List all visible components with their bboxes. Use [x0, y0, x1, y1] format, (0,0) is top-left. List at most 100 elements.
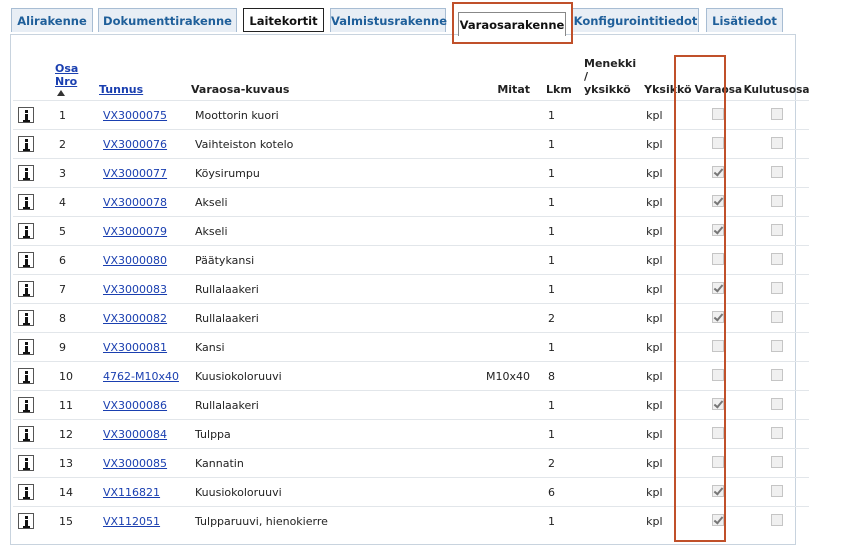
- tab[interactable]: Varaosarakenne: [458, 12, 566, 36]
- varaosa-cell: [691, 245, 744, 275]
- quantity-cell: 2: [534, 303, 576, 333]
- tunnus-link[interactable]: VX3000075: [103, 108, 168, 122]
- osa-nro: 4: [59, 195, 66, 209]
- tunnus-link[interactable]: VX3000080: [103, 253, 168, 267]
- tunnus-link[interactable]: VX3000084: [103, 427, 168, 441]
- consumption-cell: [576, 245, 637, 275]
- unit: kpl: [646, 282, 663, 296]
- unit-cell: kpl: [636, 187, 692, 217]
- header-cell: Varaosa-kuvaus: [183, 50, 477, 101]
- icon-part: [25, 255, 28, 258]
- info-button[interactable]: [18, 107, 34, 123]
- unit-cell: kpl: [636, 216, 692, 246]
- consumption-cell: [576, 361, 637, 391]
- dimensions-cell: [477, 129, 534, 159]
- quantity: 6: [548, 485, 555, 499]
- tunnus-link[interactable]: VX116821: [103, 485, 161, 499]
- parts-table: Osa Nro Tunnus Varaosa-kuvaus Mitat Lkm Menek…: [13, 50, 810, 535]
- unit: kpl: [646, 108, 663, 122]
- tunnus-link[interactable]: 4762-M10x40: [103, 369, 179, 383]
- info-button[interactable]: [18, 513, 34, 529]
- dimensions-cell: [477, 274, 534, 304]
- dimensions-cell: [477, 158, 534, 188]
- icon-part: [25, 201, 28, 208]
- info-button[interactable]: [18, 368, 34, 384]
- checkbox: [711, 426, 724, 439]
- description-cell: Tulpparuuvi, hienokierre: [183, 506, 477, 535]
- highlight-column: [674, 55, 726, 542]
- osa-nro-cell: 14: [45, 477, 95, 507]
- info-button[interactable]: [18, 281, 34, 297]
- icon-part: [23, 352, 30, 354]
- dimensions-cell: [477, 100, 534, 130]
- varaosa-cell: [691, 158, 744, 188]
- checkbox: [711, 194, 724, 207]
- description-cell: Akseli: [183, 187, 477, 217]
- consumption-cell: [576, 477, 637, 507]
- checkbox: [711, 484, 724, 497]
- info-button[interactable]: [18, 397, 34, 413]
- dimensions-cell: [477, 245, 534, 275]
- description: Moottorin kuori: [195, 108, 279, 122]
- osa-nro: 5: [59, 224, 66, 238]
- sort-link[interactable]: Tunnus: [99, 83, 144, 96]
- icon-part: [25, 284, 28, 287]
- quantity-cell: 6: [534, 477, 576, 507]
- info-cell: [13, 245, 45, 275]
- unit-cell: kpl: [636, 100, 692, 130]
- tunnus-link[interactable]: VX3000083: [103, 282, 168, 296]
- consumption-cell: [576, 419, 637, 449]
- info-button[interactable]: [18, 339, 34, 355]
- tunnus-link[interactable]: VX3000082: [103, 311, 168, 325]
- tab[interactable]: Lisätiedot: [706, 8, 783, 32]
- info-button[interactable]: [18, 455, 34, 471]
- icon-part: [23, 323, 30, 325]
- tab[interactable]: Alirakenne: [11, 8, 93, 32]
- tab[interactable]: Dokumenttirakenne: [98, 8, 237, 32]
- dimensions-cell: [477, 506, 534, 535]
- tunnus-link[interactable]: VX112051: [103, 514, 161, 528]
- quantity-cell: 1: [534, 187, 576, 217]
- tab[interactable]: Konfigurointitiedot: [572, 8, 699, 32]
- tab[interactable]: Valmistusrakenne: [330, 8, 447, 32]
- quantity-cell: 1: [534, 100, 576, 130]
- info-button[interactable]: [18, 194, 34, 210]
- tunnus-link[interactable]: VX3000076: [103, 137, 168, 151]
- varaosa-cell: [691, 100, 744, 130]
- tab[interactable]: Laitekortit: [243, 8, 324, 32]
- description: Kansi: [195, 340, 225, 354]
- checkbox: [770, 368, 783, 381]
- tunnus-link[interactable]: VX3000081: [103, 340, 168, 354]
- tunnus-link[interactable]: VX3000085: [103, 456, 168, 470]
- tunnus-cell: VX3000082: [95, 303, 183, 333]
- description: Tulpparuuvi, hienokierre: [195, 514, 328, 528]
- kulutusosa-cell: [743, 419, 810, 449]
- checkbox: [770, 136, 783, 149]
- quantity-cell: 2: [534, 448, 576, 478]
- varaosa-cell: [691, 129, 744, 159]
- tunnus-link[interactable]: VX3000079: [103, 224, 168, 238]
- varaosa-cell: [691, 390, 744, 420]
- description: Päätykansi: [195, 253, 255, 267]
- tunnus-cell: VX3000080: [95, 245, 183, 275]
- dimensions-cell: [477, 477, 534, 507]
- tunnus-link[interactable]: VX3000086: [103, 398, 168, 412]
- info-button[interactable]: [18, 484, 34, 500]
- tunnus-link[interactable]: VX3000077: [103, 166, 168, 180]
- dimensions-cell: [477, 187, 534, 217]
- tunnus-link[interactable]: VX3000078: [103, 195, 168, 209]
- kulutusosa-cell: [743, 390, 810, 420]
- info-button[interactable]: [18, 252, 34, 268]
- unit-cell: kpl: [636, 274, 692, 304]
- info-button[interactable]: [18, 223, 34, 239]
- tunnus-cell: VX3000079: [95, 216, 183, 246]
- info-button[interactable]: [18, 165, 34, 181]
- info-cell: [13, 419, 45, 449]
- tunnus-cell: VX112051: [95, 506, 183, 535]
- icon-part: [25, 433, 28, 440]
- osa-nro: 6: [59, 253, 66, 267]
- info-button[interactable]: [18, 310, 34, 326]
- info-button[interactable]: [18, 426, 34, 442]
- info-button[interactable]: [18, 136, 34, 152]
- sort-link[interactable]: Osa Nro: [55, 62, 79, 88]
